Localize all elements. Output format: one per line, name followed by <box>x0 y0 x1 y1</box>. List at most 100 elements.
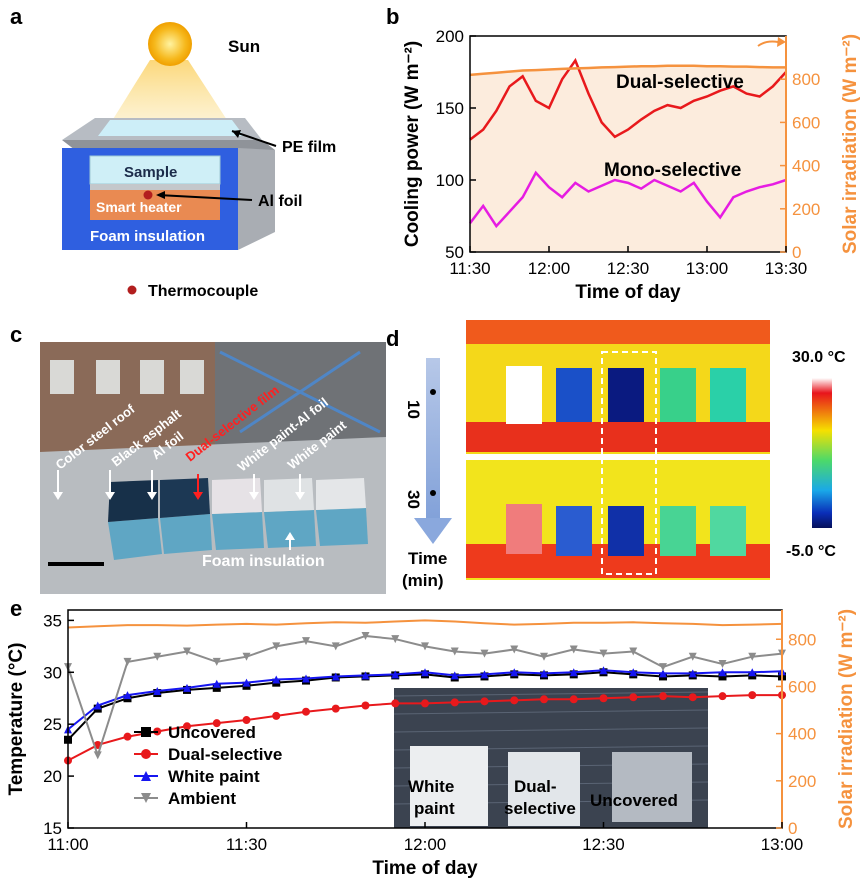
thermal-sample <box>660 506 696 556</box>
panel-letter-d: d <box>386 326 400 351</box>
thermal-sample <box>608 506 644 556</box>
white-paint-al-foil-top <box>264 478 314 512</box>
thermal-sample <box>556 506 592 556</box>
solar-panel-grid <box>393 691 709 697</box>
time-marker-10 <box>430 389 436 395</box>
y2-tick-label: 200 <box>792 200 820 219</box>
y2-tick-label: 800 <box>792 70 820 89</box>
x-tick-label: 13:30 <box>765 259 808 278</box>
uncovered-block <box>612 752 692 822</box>
y2-tick-label: 600 <box>792 113 820 132</box>
solar-irradiation-line <box>469 64 786 77</box>
data-point <box>153 652 162 661</box>
data-point <box>302 637 310 646</box>
brick-building <box>40 342 215 452</box>
scaffold-beam <box>239 350 361 434</box>
y2-tick-label: 400 <box>788 725 816 744</box>
y-axis-label: Temperature (°C) <box>6 643 27 796</box>
legend-label: White paint <box>168 767 260 786</box>
y-tick-label: 30 <box>43 663 62 682</box>
ambient-markers <box>64 631 786 760</box>
y-tick-label: 25 <box>43 715 62 734</box>
solar-panel-grid <box>393 709 709 715</box>
data-point <box>450 647 459 656</box>
data-point <box>183 683 191 692</box>
data-point <box>540 695 548 704</box>
dual-selective-line <box>469 57 787 141</box>
data-point <box>748 668 757 677</box>
inset-dual-label-line2: selective <box>504 799 576 818</box>
data-point <box>141 793 151 803</box>
data-point <box>599 694 608 703</box>
smart-heater-block <box>90 190 220 220</box>
thermal-sample <box>608 368 644 422</box>
pe-film-arrowhead <box>232 130 241 138</box>
data-point <box>242 716 251 725</box>
data-point <box>391 699 400 708</box>
data-point <box>480 697 489 706</box>
window <box>50 360 74 394</box>
inset-white-label-line1: White <box>408 777 454 796</box>
data-point <box>212 683 221 692</box>
data-point <box>569 645 578 654</box>
colorbar-max-label: 30.0 °C <box>792 349 846 366</box>
x-tick-label: 12:00 <box>404 835 447 854</box>
box-top <box>62 140 275 150</box>
y-tick-label: 20 <box>43 767 62 786</box>
sample-box-dual-selective <box>212 512 264 550</box>
temperature-colorbar <box>812 378 832 528</box>
thermal-image-30min <box>466 460 770 580</box>
sample-box-white-paint-al-foil <box>264 510 316 548</box>
inset-photo: White paint Dual-selective Uncovered <box>393 688 709 828</box>
data-point <box>718 672 727 681</box>
white-paint-markers <box>64 666 786 734</box>
data-point <box>242 678 251 687</box>
sample-block <box>89 155 221 185</box>
data-point <box>123 657 132 666</box>
y-axis-label: Cooling power (W m⁻²) <box>402 41 423 247</box>
thermocouple-point <box>143 190 153 200</box>
x-tick-label: 13:00 <box>761 835 804 854</box>
x-axis-label: Time of day <box>575 282 681 303</box>
data-point <box>540 669 548 678</box>
al-foil-top <box>160 478 210 518</box>
data-point <box>272 711 281 720</box>
panel-a-schematic: Sun Sample Smart heater Foam insulation … <box>62 22 336 300</box>
data-point <box>183 722 191 731</box>
mono-selective-line <box>469 170 787 229</box>
dual-selective-block <box>508 752 580 826</box>
thermal-sample <box>556 368 592 422</box>
sample-box-black-asphalt <box>108 518 162 560</box>
data-point <box>629 647 638 656</box>
data-point <box>361 701 370 710</box>
data-point <box>688 652 697 661</box>
sample-box-al-foil <box>160 514 212 554</box>
data-point <box>510 668 519 677</box>
box-side <box>238 148 275 250</box>
legend-label: Uncovered <box>168 723 256 742</box>
data-point <box>391 635 400 644</box>
al-foil-arrowhead <box>156 191 165 199</box>
data-point <box>302 707 310 716</box>
colorbar-min-label: -5.0 °C <box>786 543 836 560</box>
time-marker-30 <box>430 490 436 496</box>
y2-tick-label: 200 <box>788 772 816 791</box>
data-point <box>212 657 221 666</box>
y2-tick-label: 0 <box>792 243 801 262</box>
data-point <box>569 695 578 704</box>
data-point <box>688 693 697 702</box>
pe-film-label: PE film <box>282 139 336 156</box>
x-tick-label: 13:00 <box>686 259 729 278</box>
window <box>180 360 204 394</box>
al-foil-label: Al foil <box>258 193 302 210</box>
sample-box-white-paint <box>316 508 368 546</box>
data-point <box>331 704 340 713</box>
solar-panel-grid <box>393 727 709 733</box>
data-point <box>629 668 638 677</box>
data-point <box>331 672 340 681</box>
legend: Uncovered Dual-selective White paint Ambien… <box>134 723 282 808</box>
dual-selective-series-label: Dual-selective <box>616 72 744 93</box>
panel-c-photo: Color steel roof Black asphalt Al foil D… <box>40 342 386 594</box>
thermal-sample <box>710 368 746 422</box>
data-point <box>659 663 667 672</box>
